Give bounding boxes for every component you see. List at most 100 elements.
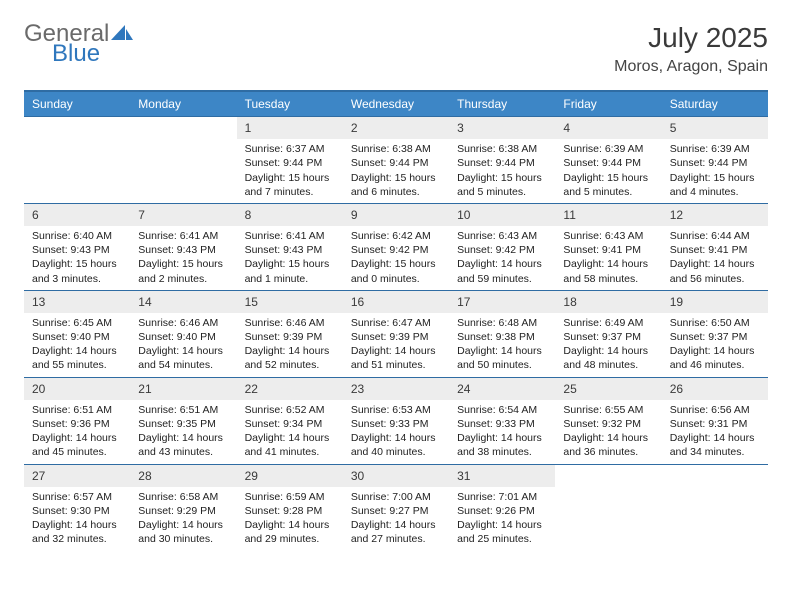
daylight-line: Daylight: 15 hours and 4 minutes. — [670, 171, 760, 199]
day-number: 25 — [555, 378, 661, 400]
daylight-line: Daylight: 15 hours and 5 minutes. — [457, 171, 547, 199]
sunset-line: Sunset: 9:29 PM — [138, 504, 228, 518]
day-body: Sunrise: 6:38 AMSunset: 9:44 PMDaylight:… — [449, 139, 555, 203]
sunset-line: Sunset: 9:44 PM — [670, 156, 760, 170]
page-subtitle: Moros, Aragon, Spain — [614, 58, 768, 76]
sunset-line: Sunset: 9:44 PM — [245, 156, 335, 170]
calendar-week-row: 27Sunrise: 6:57 AMSunset: 9:30 PMDayligh… — [24, 464, 768, 550]
weekday-header: Tuesday — [237, 91, 343, 117]
sunrise-line: Sunrise: 6:43 AM — [457, 229, 547, 243]
calendar-day-cell: 31Sunrise: 7:01 AMSunset: 9:26 PMDayligh… — [449, 464, 555, 550]
daylight-line: Daylight: 15 hours and 0 minutes. — [351, 257, 441, 285]
sunset-line: Sunset: 9:35 PM — [138, 417, 228, 431]
calendar-day-cell: 21Sunrise: 6:51 AMSunset: 9:35 PMDayligh… — [130, 377, 236, 464]
calendar-day-cell: 29Sunrise: 6:59 AMSunset: 9:28 PMDayligh… — [237, 464, 343, 550]
sunset-line: Sunset: 9:39 PM — [245, 330, 335, 344]
sunrise-line: Sunrise: 6:43 AM — [563, 229, 653, 243]
sunset-line: Sunset: 9:26 PM — [457, 504, 547, 518]
day-number: 8 — [237, 204, 343, 226]
weekday-header-row: SundayMondayTuesdayWednesdayThursdayFrid… — [24, 91, 768, 117]
calendar-day-cell: 15Sunrise: 6:46 AMSunset: 9:39 PMDayligh… — [237, 290, 343, 377]
sunrise-line: Sunrise: 6:54 AM — [457, 403, 547, 417]
day-body: Sunrise: 6:51 AMSunset: 9:35 PMDaylight:… — [130, 400, 236, 464]
daylight-line: Daylight: 14 hours and 52 minutes. — [245, 344, 335, 372]
day-number: 22 — [237, 378, 343, 400]
day-body: Sunrise: 6:37 AMSunset: 9:44 PMDaylight:… — [237, 139, 343, 203]
sunset-line: Sunset: 9:31 PM — [670, 417, 760, 431]
day-number: 28 — [130, 465, 236, 487]
sunrise-line: Sunrise: 7:01 AM — [457, 490, 547, 504]
calendar-week-row: 6Sunrise: 6:40 AMSunset: 9:43 PMDaylight… — [24, 203, 768, 290]
sunrise-line: Sunrise: 6:51 AM — [138, 403, 228, 417]
day-number: 21 — [130, 378, 236, 400]
sunset-line: Sunset: 9:42 PM — [457, 243, 547, 257]
daylight-line: Daylight: 14 hours and 51 minutes. — [351, 344, 441, 372]
calendar-day-cell: 13Sunrise: 6:45 AMSunset: 9:40 PMDayligh… — [24, 290, 130, 377]
day-body: Sunrise: 7:00 AMSunset: 9:27 PMDaylight:… — [343, 487, 449, 551]
sunset-line: Sunset: 9:32 PM — [563, 417, 653, 431]
day-body: Sunrise: 6:40 AMSunset: 9:43 PMDaylight:… — [24, 226, 130, 290]
daylight-line: Daylight: 14 hours and 25 minutes. — [457, 518, 547, 546]
calendar-day-cell: 17Sunrise: 6:48 AMSunset: 9:38 PMDayligh… — [449, 290, 555, 377]
weekday-header: Friday — [555, 91, 661, 117]
day-body: Sunrise: 6:46 AMSunset: 9:39 PMDaylight:… — [237, 313, 343, 377]
calendar-day-cell: 4Sunrise: 6:39 AMSunset: 9:44 PMDaylight… — [555, 117, 661, 204]
sunset-line: Sunset: 9:30 PM — [32, 504, 122, 518]
daylight-line: Daylight: 14 hours and 38 minutes. — [457, 431, 547, 459]
calendar-day-cell: 26Sunrise: 6:56 AMSunset: 9:31 PMDayligh… — [662, 377, 768, 464]
weekday-header: Sunday — [24, 91, 130, 117]
day-body: Sunrise: 6:51 AMSunset: 9:36 PMDaylight:… — [24, 400, 130, 464]
daylight-line: Daylight: 15 hours and 5 minutes. — [563, 171, 653, 199]
calendar-day-cell: 24Sunrise: 6:54 AMSunset: 9:33 PMDayligh… — [449, 377, 555, 464]
day-body: Sunrise: 6:56 AMSunset: 9:31 PMDaylight:… — [662, 400, 768, 464]
sunrise-line: Sunrise: 6:51 AM — [32, 403, 122, 417]
calendar-week-row: 13Sunrise: 6:45 AMSunset: 9:40 PMDayligh… — [24, 290, 768, 377]
brand-text-2: Blue — [52, 42, 100, 66]
daylight-line: Daylight: 14 hours and 30 minutes. — [138, 518, 228, 546]
daylight-line: Daylight: 14 hours and 40 minutes. — [351, 431, 441, 459]
day-number: 30 — [343, 465, 449, 487]
sunset-line: Sunset: 9:41 PM — [563, 243, 653, 257]
sunset-line: Sunset: 9:42 PM — [351, 243, 441, 257]
day-body: Sunrise: 6:46 AMSunset: 9:40 PMDaylight:… — [130, 313, 236, 377]
day-body: Sunrise: 6:39 AMSunset: 9:44 PMDaylight:… — [555, 139, 661, 203]
day-body: Sunrise: 6:49 AMSunset: 9:37 PMDaylight:… — [555, 313, 661, 377]
sunset-line: Sunset: 9:43 PM — [32, 243, 122, 257]
daylight-line: Daylight: 14 hours and 45 minutes. — [32, 431, 122, 459]
calendar-day-cell: 19Sunrise: 6:50 AMSunset: 9:37 PMDayligh… — [662, 290, 768, 377]
daylight-line: Daylight: 15 hours and 1 minute. — [245, 257, 335, 285]
calendar-day-cell: 10Sunrise: 6:43 AMSunset: 9:42 PMDayligh… — [449, 203, 555, 290]
calendar-day-cell: 7Sunrise: 6:41 AMSunset: 9:43 PMDaylight… — [130, 203, 236, 290]
day-number: 20 — [24, 378, 130, 400]
day-number: 31 — [449, 465, 555, 487]
day-body: Sunrise: 6:54 AMSunset: 9:33 PMDaylight:… — [449, 400, 555, 464]
sunrise-line: Sunrise: 6:41 AM — [245, 229, 335, 243]
calendar-day-cell: 30Sunrise: 7:00 AMSunset: 9:27 PMDayligh… — [343, 464, 449, 550]
day-body: Sunrise: 6:39 AMSunset: 9:44 PMDaylight:… — [662, 139, 768, 203]
day-body: Sunrise: 6:43 AMSunset: 9:42 PMDaylight:… — [449, 226, 555, 290]
day-number: 1 — [237, 117, 343, 139]
calendar-day-cell: 9Sunrise: 6:42 AMSunset: 9:42 PMDaylight… — [343, 203, 449, 290]
calendar-day-cell: 11Sunrise: 6:43 AMSunset: 9:41 PMDayligh… — [555, 203, 661, 290]
sunrise-line: Sunrise: 6:37 AM — [245, 142, 335, 156]
sunrise-line: Sunrise: 6:57 AM — [32, 490, 122, 504]
calendar-day-cell: 28Sunrise: 6:58 AMSunset: 9:29 PMDayligh… — [130, 464, 236, 550]
daylight-line: Daylight: 14 hours and 59 minutes. — [457, 257, 547, 285]
day-number: 2 — [343, 117, 449, 139]
day-number: 4 — [555, 117, 661, 139]
sunrise-line: Sunrise: 6:49 AM — [563, 316, 653, 330]
day-number: 14 — [130, 291, 236, 313]
sunset-line: Sunset: 9:44 PM — [351, 156, 441, 170]
sunrise-line: Sunrise: 6:48 AM — [457, 316, 547, 330]
day-body: Sunrise: 6:52 AMSunset: 9:34 PMDaylight:… — [237, 400, 343, 464]
sunrise-line: Sunrise: 6:53 AM — [351, 403, 441, 417]
sunrise-line: Sunrise: 6:46 AM — [245, 316, 335, 330]
calendar-empty-cell — [24, 117, 130, 204]
sunset-line: Sunset: 9:41 PM — [670, 243, 760, 257]
calendar-day-cell: 12Sunrise: 6:44 AMSunset: 9:41 PMDayligh… — [662, 203, 768, 290]
day-body: Sunrise: 6:44 AMSunset: 9:41 PMDaylight:… — [662, 226, 768, 290]
sunrise-line: Sunrise: 6:56 AM — [670, 403, 760, 417]
daylight-line: Daylight: 14 hours and 50 minutes. — [457, 344, 547, 372]
sunset-line: Sunset: 9:39 PM — [351, 330, 441, 344]
day-body: Sunrise: 7:01 AMSunset: 9:26 PMDaylight:… — [449, 487, 555, 551]
